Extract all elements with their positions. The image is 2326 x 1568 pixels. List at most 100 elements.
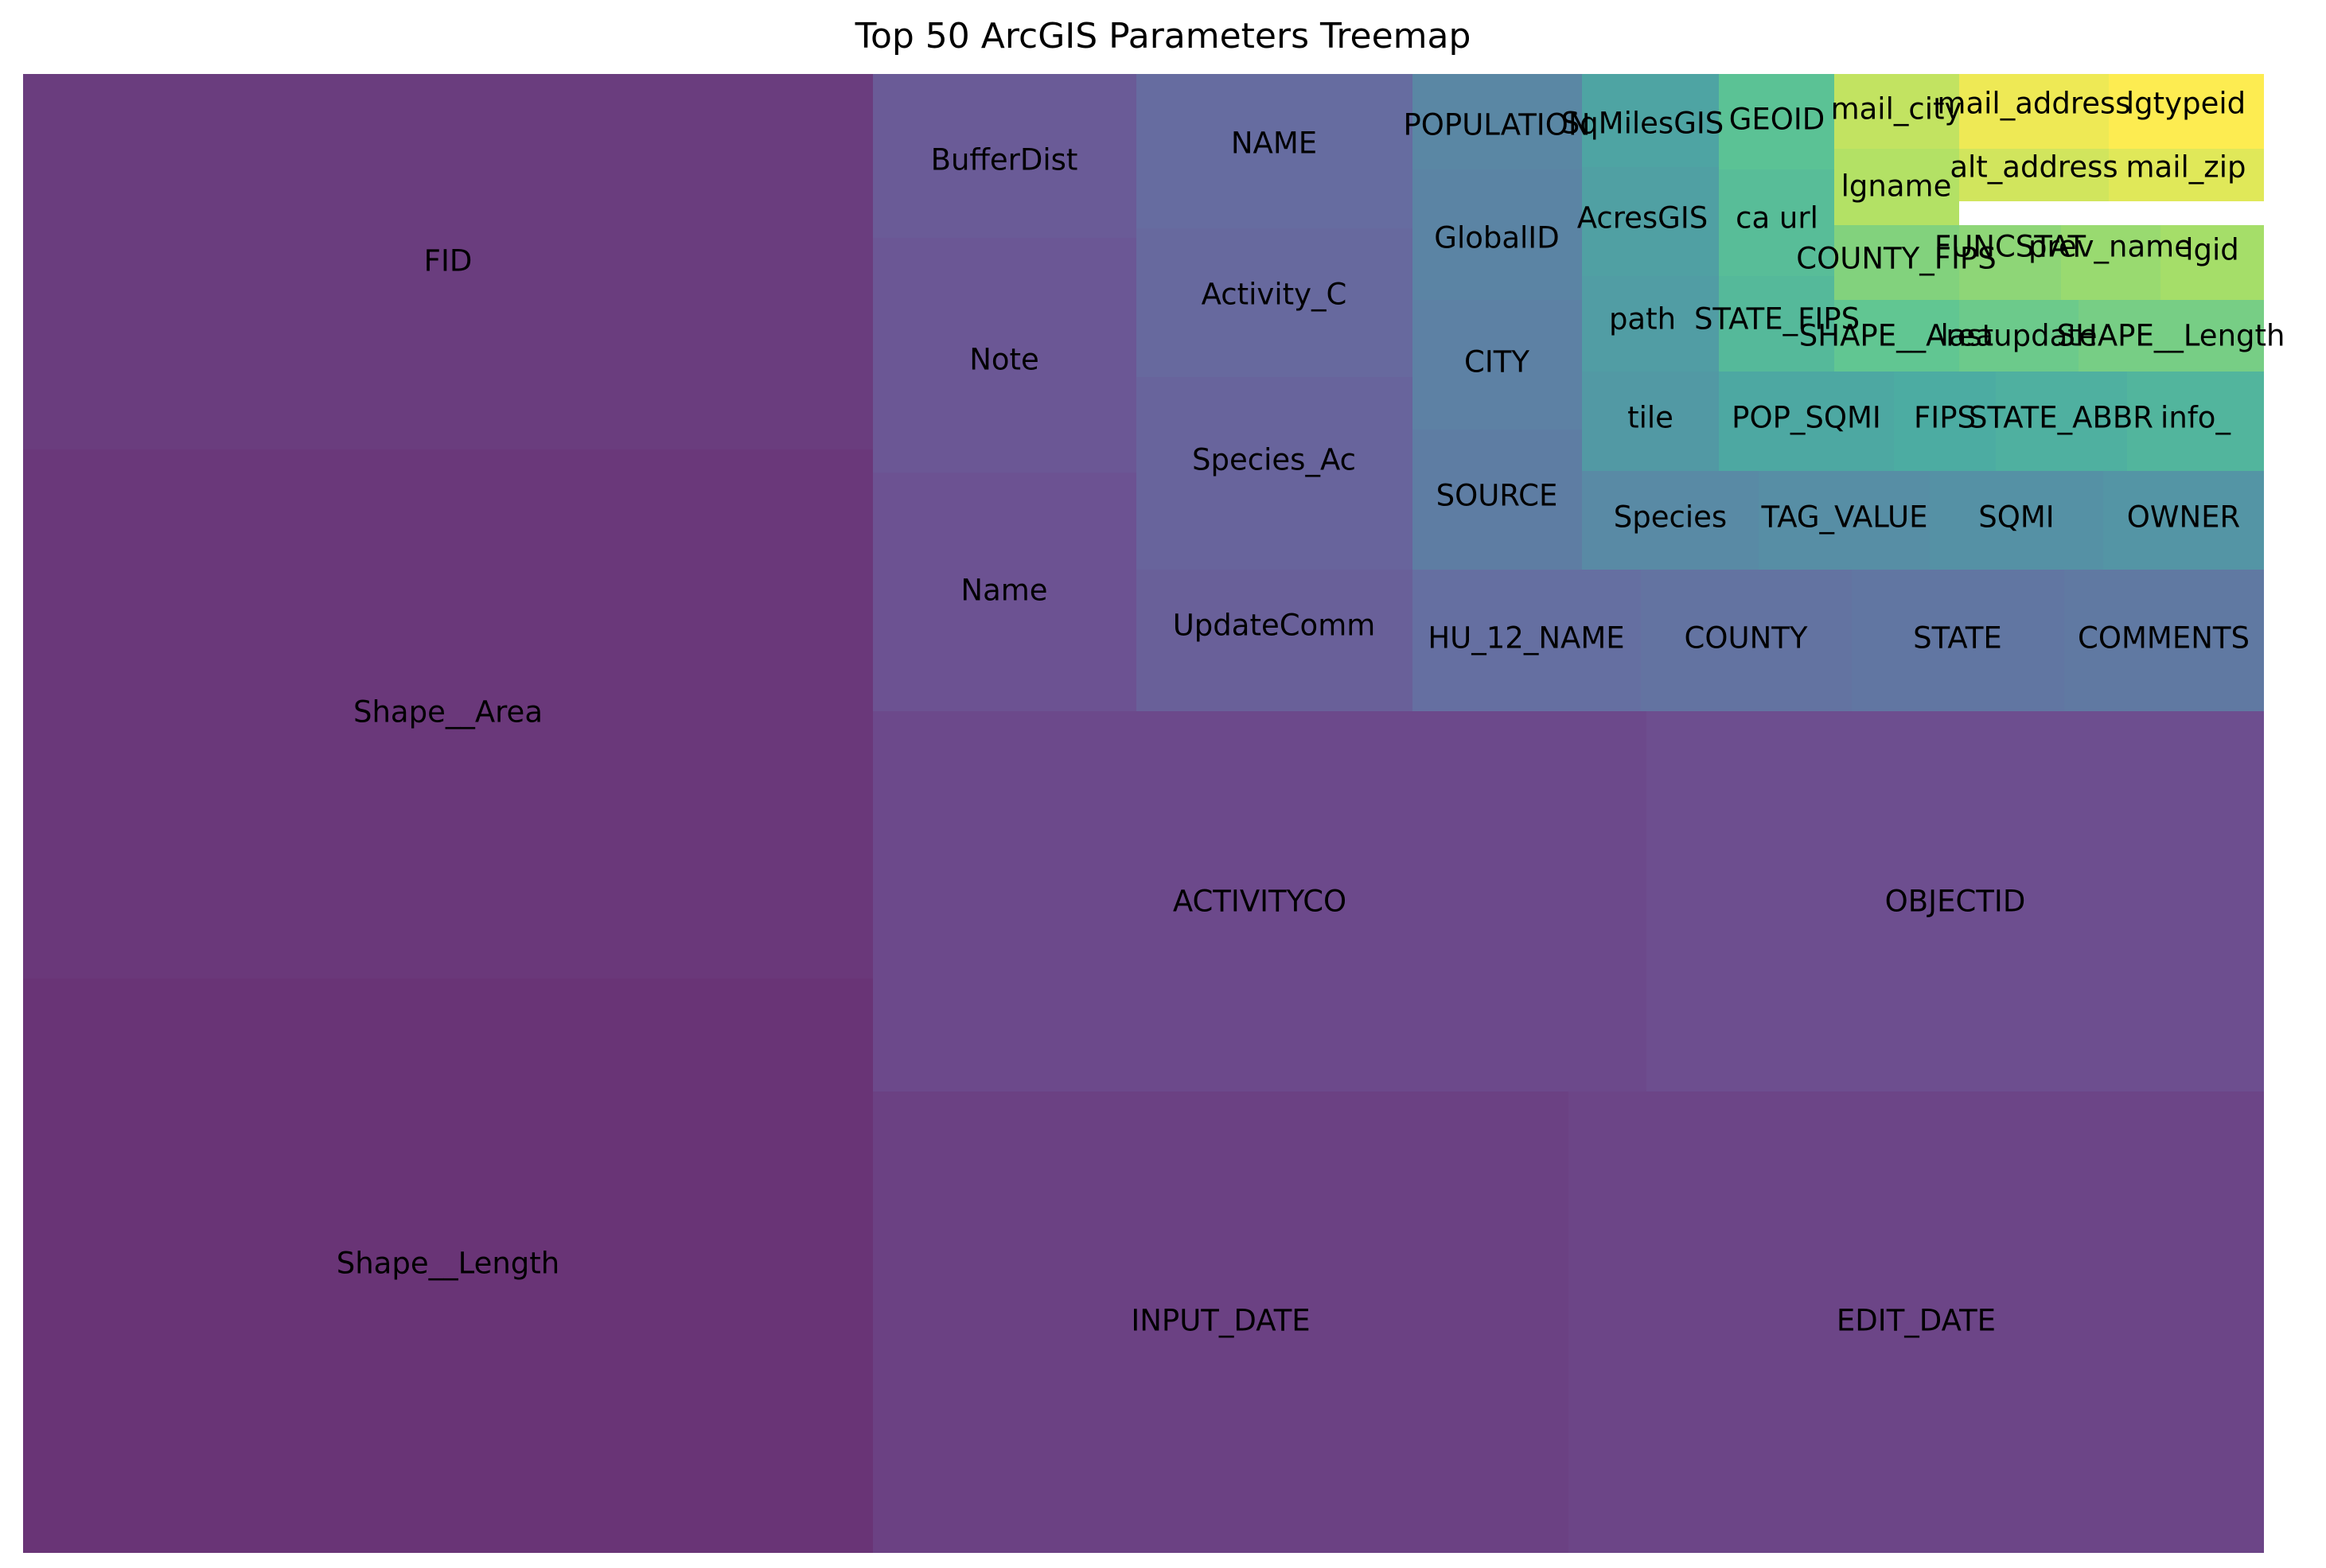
treemap-label-mail-zip: mail_zip bbox=[2126, 150, 2246, 185]
treemap-cell-county-fips bbox=[1834, 225, 1959, 300]
treemap-cell-objectid bbox=[1646, 711, 2264, 1091]
treemap-label-source: SOURCE bbox=[1436, 479, 1558, 513]
treemap-cell-tag-value bbox=[1759, 471, 1930, 570]
treemap-label-name: Name bbox=[960, 574, 1047, 608]
treemap-label-shape-area: SHAPE__Area bbox=[1799, 319, 1993, 353]
treemap-label-lgid: lgid bbox=[2185, 233, 2239, 267]
treemap-label-shape-length: Shape__Length bbox=[337, 1247, 559, 1281]
treemap-label-lgtypeid: lgtypeid bbox=[2126, 87, 2246, 121]
treemap-cell-source bbox=[1412, 430, 1582, 570]
treemap-label-note: Note bbox=[969, 343, 1039, 377]
treemap-label-population: POPULATION bbox=[1403, 108, 1590, 142]
treemap-cell-acresgis bbox=[1582, 167, 1719, 276]
treemap-label-activity-c: Activity_C bbox=[1202, 278, 1347, 312]
treemap-label-mail-city: mail_city bbox=[1831, 92, 1962, 126]
treemap-cell-input-date bbox=[873, 1091, 1568, 1553]
treemap-labels: Shape__Length Shape__Area FID INPUT_DATE EDI… bbox=[337, 87, 2285, 1338]
treemap-cell-prev-name bbox=[2061, 225, 2160, 300]
treemap-label-geoid: GEOID bbox=[1729, 103, 1825, 137]
treemap-label-state: STATE bbox=[1913, 621, 2002, 656]
treemap-label-tile: tile bbox=[1627, 401, 1673, 435]
treemap-cell-county bbox=[1641, 570, 1852, 711]
treemap-label-state-fips: STATE_FIPS bbox=[1694, 302, 1860, 337]
treemap-cell-shape-length bbox=[2079, 300, 2264, 372]
treemap-label-edit-date: EDIT_DATE bbox=[1837, 1304, 1996, 1338]
treemap-label-species: Species bbox=[1614, 500, 1727, 535]
treemap-label-sqmi: SQMI bbox=[1978, 500, 2054, 535]
treemap-cell-name bbox=[1136, 74, 1412, 228]
treemap-cell-fips bbox=[1894, 372, 1996, 471]
treemap-label-path: path bbox=[1609, 302, 1676, 337]
treemap-label-lastupdate: lastupdate bbox=[1940, 319, 2097, 353]
treemap-label-shape-area: Shape__Area bbox=[353, 695, 543, 730]
treemap-cell-globalid bbox=[1412, 169, 1582, 300]
treemap-label-sqmilesgis: SqMilesGIS bbox=[1561, 107, 1724, 141]
treemap-label-input-date: INPUT_DATE bbox=[1131, 1304, 1310, 1338]
treemap-cell-activityco bbox=[873, 711, 1646, 1091]
treemap-cells bbox=[23, 74, 2264, 1553]
treemap-cell-pop-sqmi bbox=[1719, 372, 1894, 471]
treemap-cell-lgtypeid bbox=[2109, 74, 2264, 149]
treemap-label-city: CITY bbox=[1464, 345, 1529, 379]
treemap-label-mail-address: mail_address bbox=[1937, 87, 2130, 121]
treemap-label-updatecomm: UpdateComm bbox=[1173, 609, 1376, 643]
treemap-cell-lgid bbox=[2160, 225, 2264, 300]
treemap-cell-tile bbox=[1582, 372, 1719, 471]
treemap-cell-sqmilesgis bbox=[1582, 74, 1719, 167]
treemap-label-funcstat: FUNCSTAT bbox=[1934, 230, 2086, 264]
treemap-cell-info- bbox=[2127, 372, 2264, 471]
treemap-label-info-: info_ bbox=[2160, 401, 2231, 435]
treemap-label-ca-url: ca url bbox=[1736, 201, 1818, 235]
treemap-cell-alt-address bbox=[1959, 149, 2109, 201]
treemap-cell-shape-area bbox=[23, 449, 873, 979]
treemap-label-shape-length: SHAPE__Length bbox=[2057, 319, 2285, 353]
treemap-cell-owner bbox=[2103, 471, 2264, 570]
treemap-label-fid: FID bbox=[424, 244, 473, 278]
treemap-cell-activity-c bbox=[1136, 228, 1412, 377]
treemap-cell-funcstat bbox=[1959, 225, 2061, 300]
treemap-cell-shape-area bbox=[1834, 300, 1959, 372]
treemap-cell-comments bbox=[2064, 570, 2264, 711]
treemap-cell-species bbox=[1582, 471, 1759, 570]
treemap-cell-city bbox=[1412, 300, 1582, 430]
treemap-cell-edit-date bbox=[1568, 1091, 2264, 1553]
treemap-label-county: COUNTY bbox=[1685, 621, 1808, 656]
treemap-cell-mail-zip bbox=[2109, 149, 2264, 201]
treemap-cell-ca-url bbox=[1719, 169, 1834, 276]
treemap-label-fips: FIPS bbox=[1914, 401, 1976, 435]
treemap-cell-state-fips bbox=[1719, 276, 1834, 372]
treemap-label-activityco: ACTIVITYCO bbox=[1173, 885, 1346, 919]
treemap-cell-mail-address bbox=[1959, 74, 2109, 149]
treemap-label-county-fips: COUNTY_FIPS bbox=[1796, 242, 1996, 276]
treemap-cell-note bbox=[873, 238, 1136, 473]
treemap-label-acresgis: AcresGIS bbox=[1577, 201, 1708, 235]
treemap-label-bufferdist: BufferDist bbox=[931, 143, 1078, 177]
treemap-label-objectid: OBJECTID bbox=[1885, 885, 2026, 919]
treemap-cell-geoid bbox=[1719, 74, 1834, 169]
treemap-cell-mail-city bbox=[1834, 74, 1959, 149]
treemap-cell-lastupdate bbox=[1959, 300, 2079, 372]
treemap-cell-state-abbr bbox=[1996, 372, 2127, 471]
treemap-cell-shape-length bbox=[23, 979, 873, 1553]
treemap-cell-bufferdist bbox=[873, 74, 1136, 238]
treemap-label-species-ac: Species_Ac bbox=[1192, 443, 1356, 477]
treemap-label-globalid: GlobalID bbox=[1434, 221, 1559, 255]
treemap-label-pop-sqmi: POP_SQMI bbox=[1732, 401, 1881, 435]
treemap-cell-sqmi bbox=[1930, 471, 2103, 570]
treemap-label-lgname: lgname bbox=[1841, 169, 1952, 204]
treemap-cell-lgname bbox=[1834, 149, 1959, 225]
chart-title: Top 50 ArcGIS Parameters Treemap bbox=[855, 16, 1471, 56]
treemap-label-state-abbr: STATE_ABBR bbox=[1969, 401, 2153, 435]
treemap-label-name: NAME bbox=[1231, 126, 1317, 161]
treemap-cell-name bbox=[873, 473, 1136, 711]
treemap-label-comments: COMMENTS bbox=[2078, 621, 2250, 656]
treemap-cell-state bbox=[1852, 570, 2064, 711]
treemap-cell-updatecomm bbox=[1136, 570, 1412, 711]
treemap-cell-species-ac bbox=[1136, 377, 1412, 570]
treemap-cell-path bbox=[1582, 276, 1719, 372]
treemap-label-alt-address: alt_address bbox=[1950, 150, 2118, 185]
treemap-label-tag-value: TAG_VALUE bbox=[1760, 500, 1927, 535]
treemap-label-hu-12-name: HU_12_NAME bbox=[1428, 621, 1624, 656]
treemap-cell-hu-12-name bbox=[1412, 570, 1641, 711]
